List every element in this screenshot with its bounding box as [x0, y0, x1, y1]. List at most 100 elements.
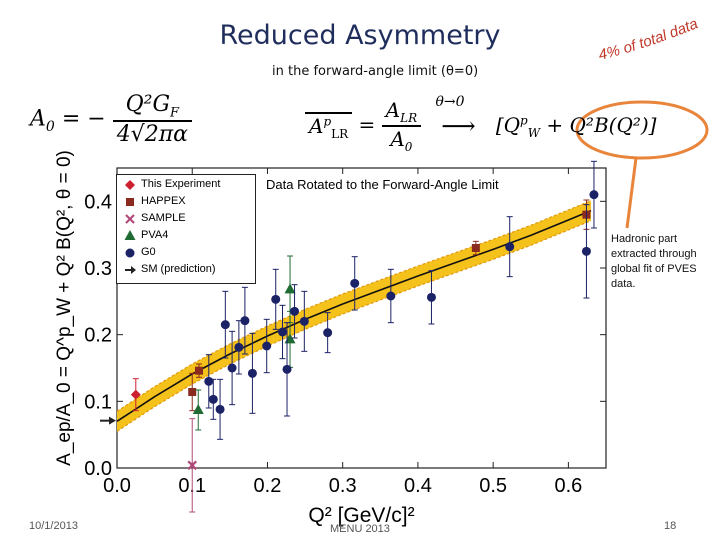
equation-a0: A0 = − Q²GF 4√2πα [30, 92, 193, 148]
eq-ratio-eq: = [358, 112, 376, 137]
legend-label: G0 [141, 246, 156, 258]
fit-band-upper-edge [116, 200, 592, 412]
eq-a0-sub: 0 [45, 119, 55, 136]
legend-label: This Experiment [141, 178, 221, 190]
x-axis-label: Q² [GeV/c]² [308, 504, 414, 527]
g0-point [234, 342, 244, 352]
eq-rhs: [QpW + Q²B(Q²)] [496, 112, 657, 140]
legend-label: SAMPLE [141, 212, 186, 224]
g0-point [426, 292, 436, 302]
legend: This Experiment HAPPEX SAMPLE PVA4 G0 SM (pre… [116, 174, 256, 284]
highlight-pointer [625, 157, 638, 229]
y-axis-label: A_ep/A_0 = Q^p_W + Q² B(Q², θ = 0) [54, 150, 75, 466]
y-tick-label: 0.1 [84, 391, 112, 413]
eq-a0-den: 4√2πα [116, 122, 189, 148]
this-experiment-point [130, 389, 141, 400]
legend-marker-stroke-b [125, 214, 135, 224]
footer-conference: MENU 2013 [330, 523, 390, 535]
happex-point [188, 388, 197, 396]
g0-point [278, 327, 288, 337]
g0-point [350, 278, 360, 288]
equation-ratio: ApLR = ALR A0 θ→0 ⟶ [QpW + Q²B(Q²)] [305, 94, 657, 154]
eq-ratio-num-main: A [385, 98, 401, 122]
legend-marker [125, 248, 135, 258]
y-tick-label: 0.4 [84, 191, 112, 213]
eq-arrow: θ→0 ⟶ [427, 94, 489, 140]
eq-a0-num: Q²GF [112, 92, 193, 123]
g0-point [240, 316, 250, 326]
eq-a0-eq: = − [61, 106, 106, 132]
happex-point [195, 366, 204, 375]
x-tick-label: 0.3 [329, 475, 357, 497]
eq-arrow-glyph: ⟶ [441, 112, 476, 140]
eq-ratio-lhs: ApLR [305, 111, 353, 141]
legend-label: PVA4 [141, 229, 169, 241]
sample-point [187, 460, 198, 471]
eq-rhs-rest: + Q²B(Q²)] [540, 112, 657, 137]
x-tick-label: 0.6 [554, 475, 582, 497]
legend-marker [125, 266, 136, 274]
x-tick-label: 0.2 [254, 475, 282, 497]
sm-arrow-head [109, 416, 116, 425]
g0-point [247, 368, 257, 378]
eq-ratio-frac: ALR A0 [381, 98, 422, 154]
g0-point [505, 242, 515, 252]
slide-title: Reduced Asymmetry [219, 20, 501, 51]
g0-point [227, 363, 237, 373]
g0-point [271, 294, 281, 304]
eq-ratio-den: A0 [382, 127, 421, 154]
y-tick-label: 0.0 [84, 458, 112, 480]
legend-label: HAPPEX [141, 195, 186, 207]
g0-point [386, 291, 396, 301]
eq-arrow-label: θ→0 [435, 94, 465, 110]
x-tick-label: 0.0 [103, 475, 131, 497]
side-note: Hadronic part extracted through global f… [611, 233, 697, 290]
g0-point [208, 394, 218, 404]
g0-point [589, 190, 599, 200]
g0-point [581, 246, 591, 256]
legend-marker-icon [125, 248, 135, 258]
g0-point [323, 328, 333, 338]
eq-ratio-lhs-num: ApLR [305, 111, 353, 141]
g0-point [204, 376, 214, 386]
y-tick-label: 0.2 [84, 325, 112, 347]
sample-point-stroke-b [187, 460, 198, 471]
g0-point [282, 364, 292, 374]
curved-note: 4% of total data [598, 15, 700, 64]
legend-marker-icon [125, 180, 135, 190]
legend-marker [125, 214, 135, 224]
eq-ratio-den-main: A [390, 127, 405, 151]
g0-point [290, 306, 300, 316]
legend-marker-icon [125, 214, 135, 224]
g0-point [220, 320, 230, 330]
legend-marker [126, 198, 134, 206]
g0-point [262, 341, 272, 351]
chart-title: Data Rotated to the Forward-Angle Limit [266, 177, 499, 192]
fit-error-band [117, 200, 591, 432]
pva4-point [192, 404, 204, 414]
y-tick-label: 0.3 [84, 258, 112, 280]
eq-ratio-den-sub: 0 [404, 140, 413, 154]
legend-marker-icon [125, 266, 136, 274]
highlight-ellipse [575, 100, 709, 160]
legend-label: SM (prediction) [141, 263, 216, 275]
curved-note-path-text: 4% of total data [598, 15, 700, 64]
legend-marker-icon [124, 230, 136, 240]
eq-rhs-sub: W [527, 125, 541, 140]
eq-ratio-num: ALR [381, 98, 422, 127]
legend-marker-icon [126, 198, 134, 206]
g0-point [299, 316, 309, 326]
eq-ratio-lhs-main: A [309, 113, 324, 138]
eq-ratio-num-sub: LR [400, 111, 418, 125]
g0-point [215, 404, 225, 414]
slide-subtitle: in the forward-angle limit (θ=0) [272, 64, 479, 79]
legend-marker [124, 230, 136, 240]
eq-a0-num-sub: F [170, 105, 180, 121]
x-tick-label: 0.5 [479, 475, 507, 497]
curved-note-text: 4% of total data [598, 15, 700, 64]
legend-marker [125, 180, 135, 190]
x-tick-label: 0.4 [404, 475, 432, 497]
fit-band-lower-edge [116, 220, 592, 432]
eq-rhs-sup: p [520, 112, 528, 127]
